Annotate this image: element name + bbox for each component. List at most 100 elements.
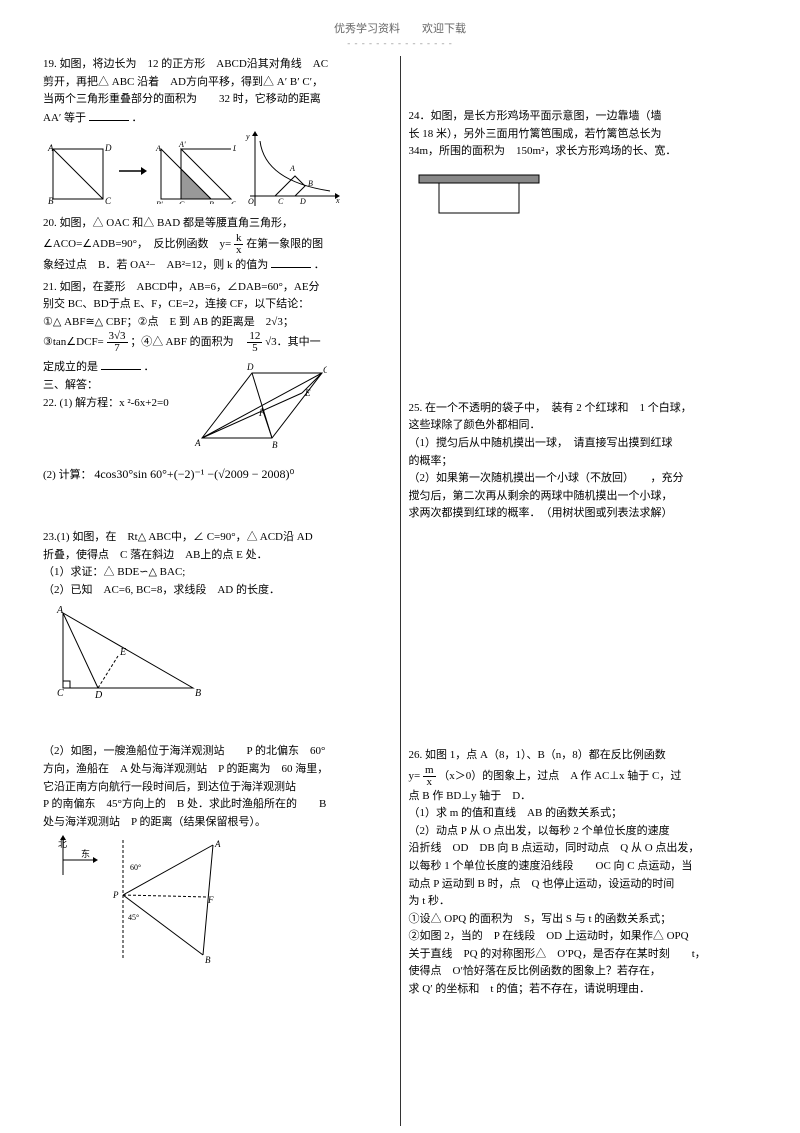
q21-line4b: √3．其中一 bbox=[265, 336, 321, 348]
q25-line1: 25. 在一个不透明的袋子中， 装有 2 个红球和 1 个白球， bbox=[409, 402, 692, 414]
arrow-icon bbox=[117, 161, 147, 181]
q25-text: 25. 在一个不透明的袋子中， 装有 2 个红球和 1 个白球， 这些球除了颜色… bbox=[409, 400, 758, 523]
q22-2-label: (2) 计算： bbox=[43, 469, 92, 481]
svg-text:B': B' bbox=[156, 200, 163, 204]
frac-den: 5 bbox=[247, 343, 262, 354]
q26-line3: 点 B 作 BD⊥y 轴于 D． bbox=[409, 790, 532, 802]
q21-line1: 21. 如图，在菱形 ABCD中，AB=6，∠DAB=60°，AE分 bbox=[43, 281, 320, 293]
q20-text: 20. 如图，△ OAC 和△ BAD 都是等腰直角三角形， ∠ACO=∠ADB… bbox=[43, 215, 392, 274]
svg-text:C: C bbox=[278, 197, 284, 206]
svg-text:F: F bbox=[258, 408, 265, 418]
svg-text:C': C' bbox=[231, 200, 236, 204]
q22-2: (2) 计算： 4cos30°sin 60°+(−2)⁻¹ −(√2009 − … bbox=[43, 465, 392, 485]
q26-line8: 动点 P 运动到 B 时，点 Q 也停止运动，设运动的时间 bbox=[409, 878, 675, 890]
q23-2-line2: 方向，渔船在 A 处与海洋观测站 P 的距离为 60 海里， bbox=[43, 763, 328, 775]
q23-2-line1: （2）如图，一艘渔船位于海洋观测站 P 的北偏东 60° bbox=[43, 745, 325, 757]
q26-line5: （2）动点 P 从 O 点出发，以每秒 2 个单位长度的速度 bbox=[409, 825, 670, 837]
svg-text:B: B bbox=[209, 200, 214, 204]
q21-line5: 定成立的是 bbox=[43, 361, 101, 373]
rhombus-icon: A D C B E F bbox=[177, 358, 327, 453]
right-column: 24．如图，是长方形鸡场平面示意图，一边靠墙（墙 长 18 米），另外三面用竹篱… bbox=[401, 56, 766, 1126]
fraction-12-over-5: 12 5 bbox=[247, 331, 262, 354]
q22-header: 三、解答： bbox=[43, 379, 98, 391]
svg-text:B: B bbox=[308, 179, 313, 188]
q25-line3: （1）搅匀后从中随机摸出一球， 请直接写出摸到红球 bbox=[409, 437, 673, 449]
q19-line2: 剪开，再把△ ABC 沿着 AD方向平移，得到△ A′ B′ C′， bbox=[43, 76, 323, 88]
q20-line2: ∠ACO=∠ADB=90°， 反比例函数 y= bbox=[43, 238, 231, 250]
q19-line4: AA′ 等于 bbox=[43, 112, 89, 124]
svg-text:B: B bbox=[205, 955, 211, 965]
left-column: 19. 如图，将边长为 12 的正方形 ABCD沿其对角线 AC 剪开，再把△ … bbox=[35, 56, 400, 1126]
q25-line5: （2）如果第一次随机摸出一个小球（不放回） ，充分 bbox=[409, 472, 684, 484]
frac-num: m bbox=[423, 765, 436, 777]
svg-text:B: B bbox=[272, 440, 278, 450]
two-column-layout: 19. 如图，将边长为 12 的正方形 ABCD沿其对角线 AC 剪开，再把△ … bbox=[35, 56, 765, 1126]
q19-text: 19. 如图，将边长为 12 的正方形 ABCD沿其对角线 AC 剪开，再把△ … bbox=[43, 56, 392, 127]
q19-line1: 19. 如图，将边长为 12 的正方形 ABCD沿其对角线 AC bbox=[43, 58, 328, 70]
q26-line12: 关于直线 PQ 的对称图形△ O′PQ，是否存在某时刻 t， bbox=[409, 948, 706, 960]
fraction-k-over-x: k x bbox=[234, 233, 244, 256]
q23-2-text: （2）如图，一艘渔船位于海洋观测站 P 的北偏东 60° 方向，渔船在 A 处与… bbox=[43, 743, 392, 831]
svg-text:D: D bbox=[299, 197, 306, 206]
svg-text:E: E bbox=[119, 647, 126, 658]
q20-line2b: 在第一象限的图 bbox=[246, 238, 323, 250]
q24-line2: 长 18 米），另外三面用竹篱笆围成，若竹篱笆总长为 bbox=[409, 128, 662, 140]
q23-2-line5: 处与海洋观测站 P 的距离（结果保留根号）。 bbox=[43, 816, 266, 828]
svg-text:B: B bbox=[195, 688, 201, 699]
q19-line5: ． bbox=[132, 112, 143, 124]
svg-text:F: F bbox=[207, 895, 214, 905]
q23-1-text: 23.(1) 如图，在 Rt△ ABC中，∠ C=90°，△ ACD沿 AD 折… bbox=[43, 529, 392, 599]
q20-line1: 20. 如图，△ OAC 和△ BAD 都是等腰直角三角形， bbox=[43, 217, 293, 229]
north-label: 北 bbox=[58, 839, 67, 849]
q21-line4mid: ；④△ ABF 的面积为 bbox=[130, 336, 244, 348]
frac-den: 7 bbox=[107, 343, 128, 354]
page-header: 优秀学习资料 欢迎下载 bbox=[35, 20, 765, 36]
svg-text:A: A bbox=[56, 605, 64, 616]
q22-2-expr: 4cos30°sin 60°+(−2)⁻¹ −(√2009 − 2008)⁰ bbox=[94, 467, 294, 481]
svg-text:D: D bbox=[232, 144, 236, 153]
q21-lastline-row: 定成立的是 ． 三、解答： 22. (1) 解方程：x ²-6x+2=0 A D… bbox=[43, 358, 392, 453]
q24-line1: 24．如图，是长方形鸡场平面示意图，一边靠墙（墙 bbox=[409, 110, 662, 122]
svg-text:D: D bbox=[246, 362, 254, 372]
hyperbola-icon: O x y A B C D bbox=[240, 131, 340, 211]
svg-text:x: x bbox=[335, 196, 340, 205]
q26-text: 26. 如图 1，点 A（8，1）、B（n，8）都在反比例函数 y= m x （… bbox=[409, 747, 758, 999]
q21-line3: ①△ ABF≅△ CBF；②点 E 到 AB 的距离是 2√3； bbox=[43, 316, 294, 328]
q22-1: 22. (1) 解方程：x ²-6x+2=0 bbox=[43, 397, 169, 409]
q26-line2: y= bbox=[409, 770, 421, 782]
q21-blank bbox=[101, 358, 141, 370]
svg-text:C: C bbox=[179, 200, 185, 204]
header-divider: - - - - - - - - - - - - - - - bbox=[35, 38, 765, 48]
q26-line2b: （x＞0）的图象上，过点 A 作 AC⊥x 轴于 C，过 bbox=[438, 770, 681, 782]
right-triangle-fold-icon: A C B D E bbox=[43, 603, 203, 703]
q20-line3: 象经过点 B．若 OA²− AB²=12，则 k 的值为 bbox=[43, 259, 271, 271]
fraction-3root3-over-7: 3√3 7 bbox=[107, 331, 128, 354]
q23-2-line4: P 的南偏东 45°方向上的 B 处．求此时渔船所在的 B bbox=[43, 798, 326, 810]
q23-1-line1: 23.(1) 如图，在 Rt△ ABC中，∠ C=90°，△ ACD沿 AD bbox=[43, 531, 313, 543]
svg-text:A: A bbox=[194, 438, 201, 448]
q19-blank bbox=[89, 109, 129, 121]
q20-line3b: ． bbox=[314, 259, 325, 271]
svg-text:A: A bbox=[155, 144, 161, 153]
q23-2-figures: 北 东 P A B F 60° 45° bbox=[43, 835, 392, 965]
svg-text:y: y bbox=[245, 132, 250, 141]
q24-text: 24．如图，是长方形鸡场平面示意图，一边靠墙（墙 长 18 米），另外三面用竹篱… bbox=[409, 108, 758, 161]
q25-line6: 搅匀后，第二次再从剩余的两球中随机摸出一个小球， bbox=[409, 490, 673, 502]
q19-figures: A D B C A A' D B' C B C' bbox=[43, 131, 392, 211]
q26-line7: 以每秒 1 个单位长度的速度沿线段 OC 向 C 点运动，当 bbox=[409, 860, 693, 872]
q26-line10: ①设△ OPQ 的面积为 S，写出 S 与 t 的函数关系式； bbox=[409, 913, 672, 925]
compass-icon: 北 东 bbox=[43, 835, 98, 885]
svg-text:C: C bbox=[323, 365, 327, 375]
q21-line5b: ． bbox=[144, 361, 155, 373]
q21-line2: 别交 BC、BD于点 E、F，CE=2，连接 CF，以下结论： bbox=[43, 298, 309, 310]
svg-text:C: C bbox=[105, 196, 112, 204]
q26-line14: 求 Q′ 的坐标和 t 的值；若不存在，请说明理由． bbox=[409, 983, 651, 995]
frac-den: x bbox=[234, 245, 244, 256]
q25-line2: 这些球除了颜色外都相同． bbox=[409, 419, 541, 431]
q23-1-line4: （2）已知 AC=6, BC=8，求线段 AD 的长度． bbox=[43, 584, 280, 596]
svg-text:E: E bbox=[304, 388, 311, 398]
q26-line11: ②如图 2，当的 P 在线段 OD 上运动时，如果作△ OPQ bbox=[409, 930, 689, 942]
q24-line3: 34m，所围的面积为 150m²，求长方形鸡场的长、宽． bbox=[409, 145, 677, 157]
q19-line3: 当两个三角形重叠部分的面积为 32 时，它移动的距离 bbox=[43, 93, 321, 105]
bearing-triangle-icon: P A B F 60° 45° bbox=[108, 835, 238, 965]
